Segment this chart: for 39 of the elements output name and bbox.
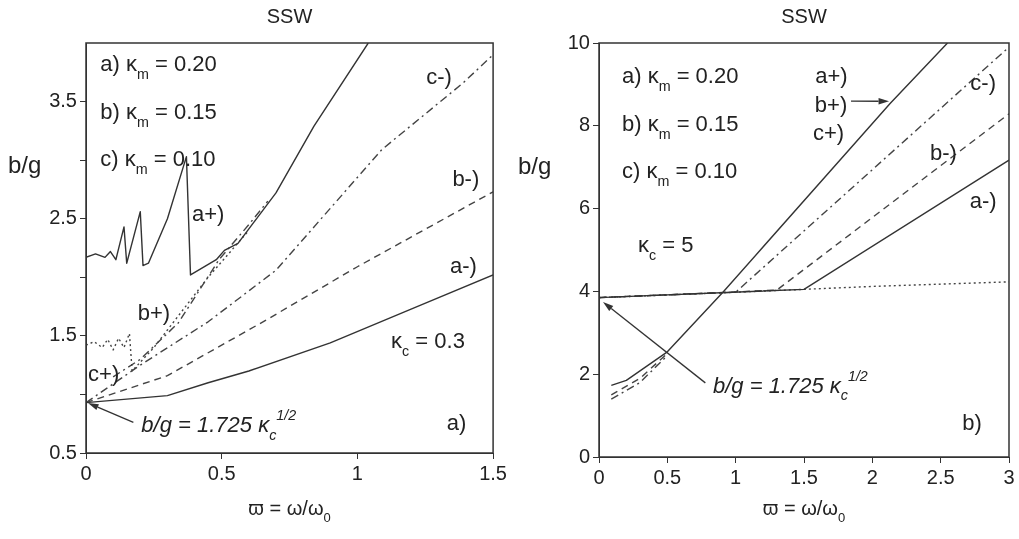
chart-title: SSW	[266, 4, 313, 27]
annotation: a)	[446, 410, 467, 436]
annotation: a-)	[449, 252, 477, 278]
y-tick-label: 10	[567, 30, 590, 53]
y-tick-label: 4	[578, 278, 590, 301]
y-tick-label: 0	[578, 444, 590, 467]
y-axis-title: b/g	[518, 151, 552, 179]
annotation: b-)	[452, 166, 480, 191]
x-tick-label: 0	[80, 461, 92, 484]
y-tick-label: 3.5	[49, 89, 77, 112]
x-tick-label: 3	[1003, 465, 1015, 488]
x-tick-label: 1	[730, 465, 742, 488]
annotation: a+)	[815, 63, 848, 89]
y-tick-label: 6	[578, 196, 590, 219]
y-tick-label: 1.5	[49, 323, 77, 346]
y-tick-label: 2.5	[49, 206, 77, 229]
x-tick-label: 0	[593, 465, 605, 488]
x-tick-label: 0.5	[653, 465, 682, 488]
annotation: c+)	[88, 361, 120, 387]
x-tick-label: 0.5	[207, 461, 236, 484]
annotation: b)	[962, 409, 982, 435]
annotation: a-)	[969, 188, 997, 214]
y-tick-label: 2	[578, 361, 590, 384]
y-axis-title: b/g	[8, 150, 42, 178]
annotation: c-)	[426, 64, 452, 90]
chart-title: SSW	[781, 4, 827, 27]
y-tick-label: 8	[578, 113, 590, 136]
x-tick-label: 1.5	[479, 461, 507, 484]
annotation: c-)	[970, 69, 996, 95]
x-tick-label: 2.5	[926, 465, 955, 488]
annotation: c+)	[813, 119, 845, 145]
y-tick-label: 0.5	[49, 440, 77, 463]
x-tick-label: 1	[351, 461, 363, 484]
annotation: b-)	[929, 139, 957, 165]
annotation: b+)	[137, 299, 171, 325]
x-tick-label: 1.5	[790, 465, 818, 488]
annotation: a+)	[191, 201, 225, 227]
x-tick-label: 2	[866, 465, 878, 488]
annotation: b+)	[814, 91, 848, 117]
